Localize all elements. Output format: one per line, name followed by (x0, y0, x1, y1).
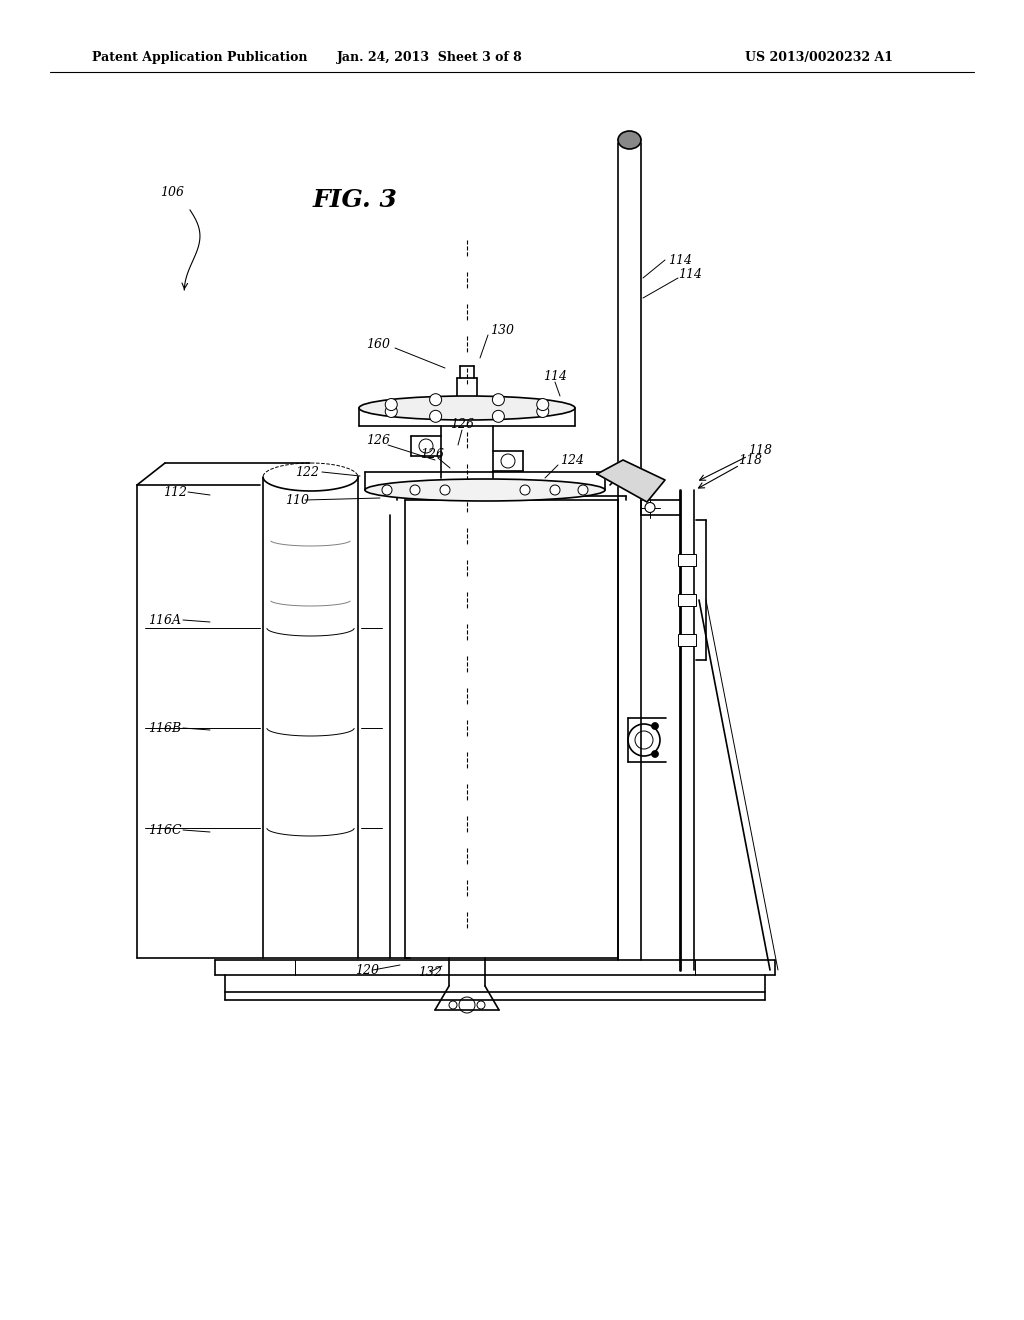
Ellipse shape (618, 131, 641, 149)
Text: FIG. 3: FIG. 3 (312, 187, 397, 213)
Text: Jan. 24, 2013  Sheet 3 of 8: Jan. 24, 2013 Sheet 3 of 8 (337, 51, 523, 65)
Circle shape (493, 393, 505, 405)
Text: US 2013/0020232 A1: US 2013/0020232 A1 (745, 51, 893, 65)
Text: 120: 120 (355, 964, 379, 977)
Text: 114: 114 (668, 253, 692, 267)
Text: 110: 110 (285, 494, 309, 507)
Circle shape (410, 484, 420, 495)
Text: 114: 114 (678, 268, 702, 281)
Text: 126: 126 (366, 433, 390, 446)
Text: 116A: 116A (148, 614, 181, 627)
Bar (678, 634, 696, 645)
Ellipse shape (359, 396, 575, 420)
Circle shape (430, 411, 441, 422)
Circle shape (537, 399, 549, 411)
Circle shape (645, 503, 655, 512)
Text: 132: 132 (418, 965, 442, 978)
Text: 116C: 116C (148, 824, 181, 837)
Text: 114: 114 (543, 371, 567, 384)
Polygon shape (597, 459, 665, 502)
Text: 118: 118 (748, 444, 772, 457)
Bar (678, 554, 696, 566)
Text: 116B: 116B (148, 722, 181, 734)
Text: 118: 118 (738, 454, 762, 466)
Text: 122: 122 (295, 466, 319, 479)
Text: 106: 106 (160, 186, 184, 198)
Circle shape (430, 393, 441, 405)
Circle shape (520, 484, 530, 495)
Text: 112: 112 (163, 486, 187, 499)
Circle shape (493, 411, 505, 422)
Text: 126: 126 (420, 449, 444, 462)
Text: 130: 130 (490, 323, 514, 337)
Circle shape (651, 722, 658, 730)
Bar (678, 594, 696, 606)
Text: 124: 124 (560, 454, 584, 466)
Circle shape (537, 405, 549, 417)
Circle shape (382, 484, 392, 495)
Circle shape (440, 484, 450, 495)
Circle shape (651, 751, 658, 758)
Text: Patent Application Publication: Patent Application Publication (92, 51, 307, 65)
Ellipse shape (365, 479, 605, 502)
Text: 126: 126 (450, 418, 474, 432)
Circle shape (578, 484, 588, 495)
Circle shape (385, 399, 397, 411)
Text: 160: 160 (366, 338, 390, 351)
Circle shape (385, 405, 397, 417)
Circle shape (550, 484, 560, 495)
